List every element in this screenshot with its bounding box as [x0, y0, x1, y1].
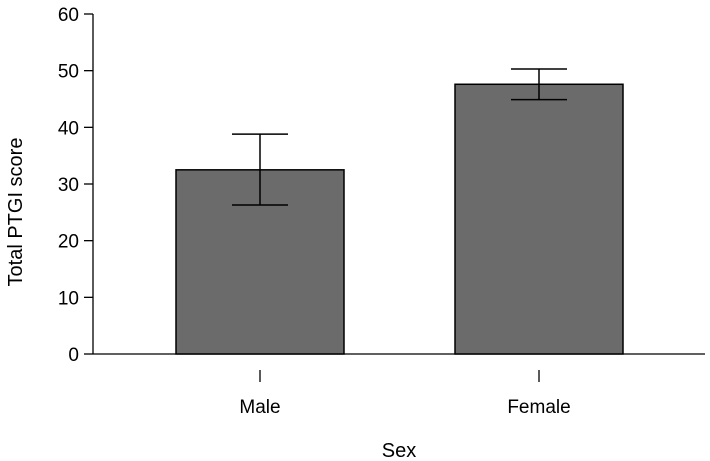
y-tick-label: 60	[58, 5, 79, 26]
x-tick-label: Female	[507, 397, 570, 418]
x-axis-title: Sex	[382, 440, 416, 461]
bar-female	[454, 83, 624, 355]
bars	[175, 83, 624, 355]
x-tick-label: Male	[239, 397, 280, 418]
y-axis-title: Total PTGI score	[5, 138, 27, 287]
error-bars	[232, 68, 567, 206]
y-tick-label: 20	[58, 232, 79, 253]
y-tick-label: 50	[58, 62, 79, 83]
x-axis: Male Female	[93, 353, 705, 418]
y-tick-label: 30	[58, 175, 79, 196]
y-tick-label: 10	[58, 288, 79, 309]
y-tick-label: 0	[68, 345, 79, 366]
y-axis: 0 10 20 30 40 50 60	[58, 5, 94, 366]
y-tick-label: 40	[58, 118, 79, 139]
